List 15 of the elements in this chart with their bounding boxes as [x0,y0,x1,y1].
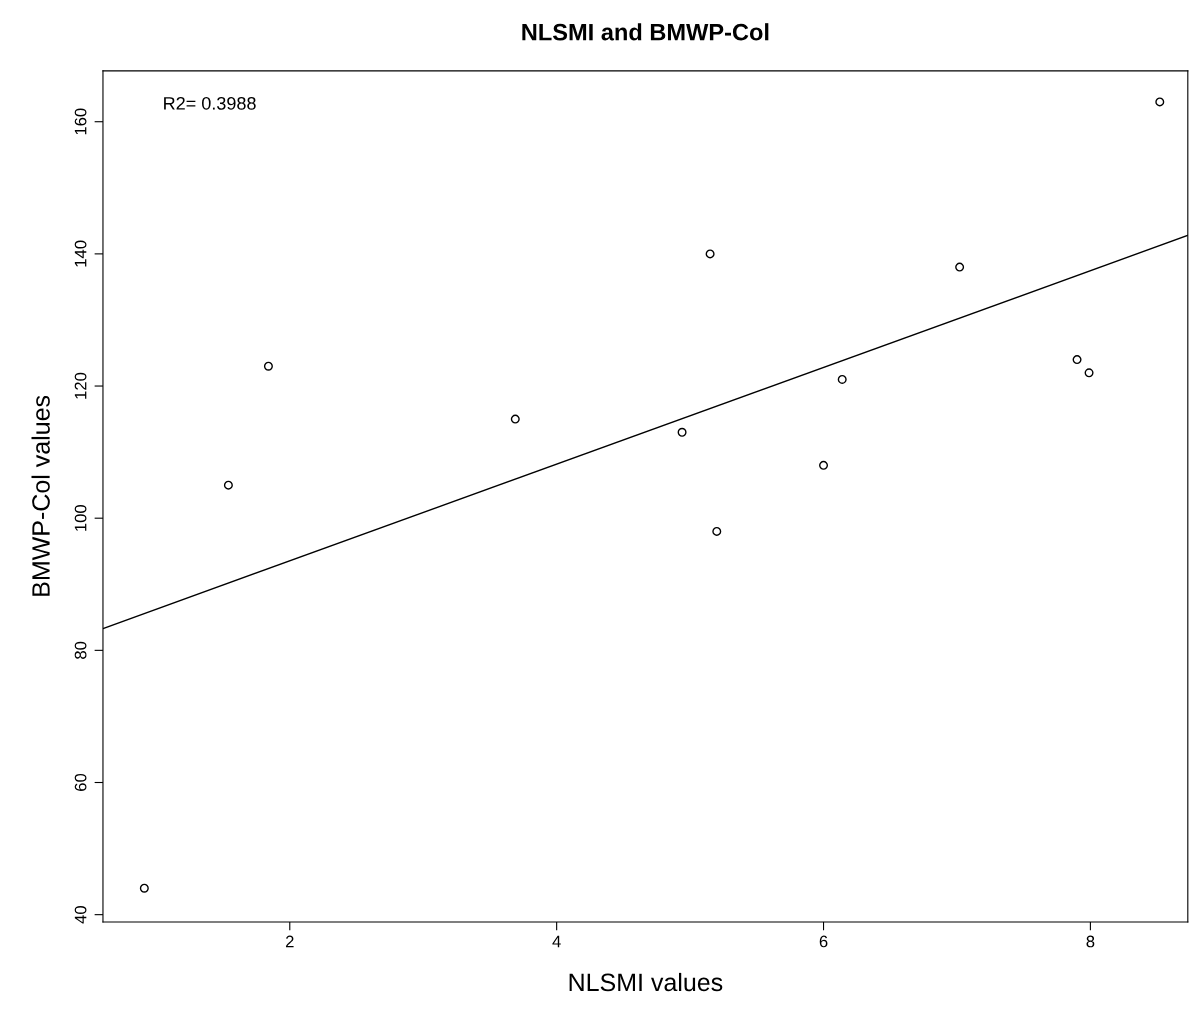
y-tick-label: 140 [74,240,87,267]
y-tick-label: 160 [74,108,87,135]
x-tick-label: 8 [1086,935,1095,948]
y-tick-label: 80 [74,641,87,659]
x-tick-label: 6 [819,935,828,948]
x-tick-label: 2 [285,935,294,948]
chart-title: NLSMI and BMWP-Col [522,23,769,41]
y-axis-title: BMWP-Col values [31,395,50,596]
y-tick-label: 60 [74,773,87,791]
y-tick-label: 100 [74,504,87,531]
y-tick-label: 40 [74,906,87,924]
x-axis-title: NLSMI values [569,972,723,992]
y-tick-label: 120 [74,372,87,399]
x-tick-label: 4 [552,935,561,948]
annotation: R2= 0.3988 [164,96,256,110]
